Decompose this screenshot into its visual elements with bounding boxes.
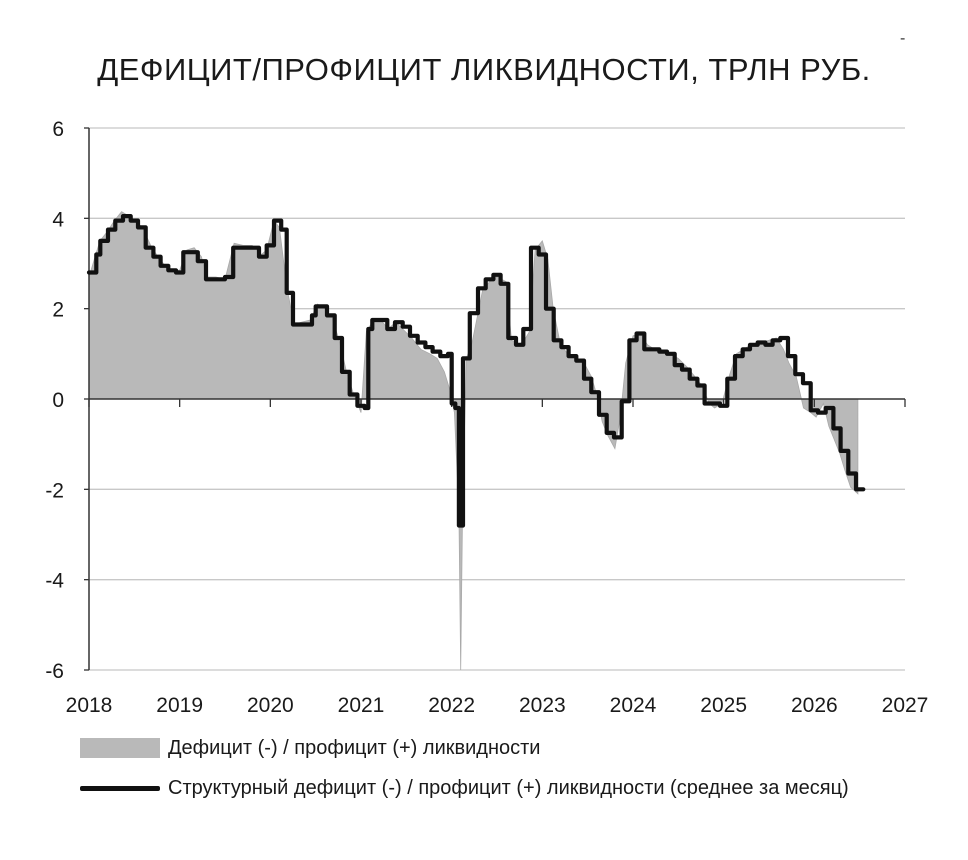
x-tick-label: 2020 [247,694,294,717]
axes [84,127,906,671]
x-tick-label: 2022 [428,694,475,717]
x-tick-label: 2024 [610,694,657,717]
legend-item-structural: Структурный дефицит (-) / профицит (+) л… [80,768,960,808]
legend-area-swatch [80,738,160,758]
chart-title: ДЕФИЦИТ/ПРОФИЦИТ ЛИКВИДНОСТИ, ТРЛН РУБ. [97,52,871,87]
structural-line-series [86,214,866,528]
x-tick-labels: 2018 2019 2020 2021 2022 2023 2024 2025 2026 2027 [66,694,929,717]
legend-line-swatch [80,785,160,791]
x-tick-label: 2021 [338,694,385,717]
x-tick-label: 2023 [519,694,566,717]
x-tick-label: 2026 [791,694,838,717]
x-tick-label: 2027 [882,694,929,717]
legend-item-liquidity: Дефицит (-) / профицит (+) ликвидности [80,728,960,768]
x-tick-label: 2025 [700,694,747,717]
y-tick-label: 2 [52,299,64,322]
y-tick-label: -6 [45,660,64,683]
y-tick-labels: 6 4 2 0 -2 -4 -6 [45,118,64,683]
y-tick-label: -2 [45,479,64,502]
legend-label-liquidity: Дефицит (-) / профицит (+) ликвидности [168,736,541,759]
y-tick-label: 0 [52,389,64,412]
structural-step-line [86,214,866,528]
x-tick-label: 2019 [156,694,203,717]
y-tick-label: -4 [45,570,64,593]
y-tick-label: 6 [52,118,64,141]
y-tick-label: 4 [52,208,64,231]
x-tick-label: 2018 [66,694,113,717]
title-dash-mark: - [900,30,906,47]
legend: Дефицит (-) / профицит (+) ликвидности С… [80,728,960,808]
legend-label-structural: Структурный дефицит (-) / профицит (+) л… [168,776,849,799]
